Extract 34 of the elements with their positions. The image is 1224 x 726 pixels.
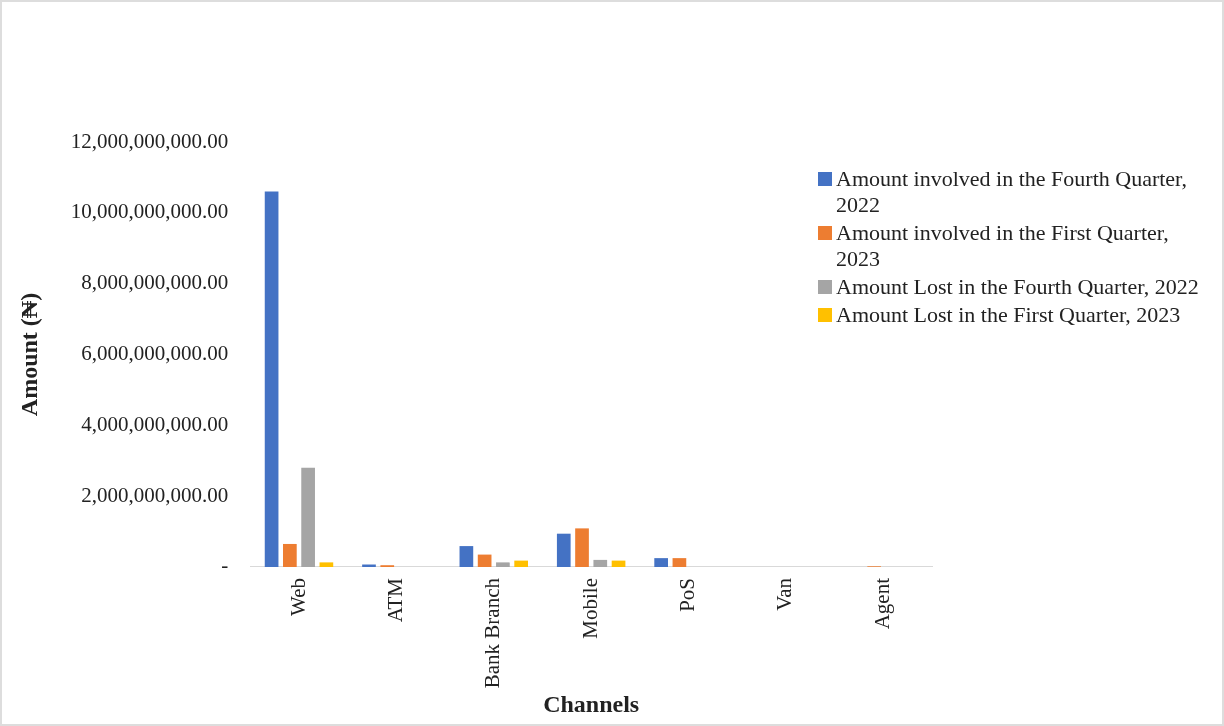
y-tick-label: -: [221, 553, 229, 578]
bar: [496, 562, 510, 567]
bar: [301, 467, 315, 567]
bar: [514, 560, 528, 567]
y-axis-title: Amount (₦): [15, 292, 42, 417]
bar: [283, 543, 297, 567]
legend-label: Amount Lost in the First Quarter, 2023: [836, 302, 1181, 328]
bar: [672, 558, 687, 567]
legend-label: Amount Lost in the Fourth Quarter, 2022: [836, 274, 1199, 300]
y-tick-label: 8,000,000,000.00: [81, 270, 229, 295]
y-tick-label: 6,000,000,000.00: [81, 341, 229, 366]
bar: [575, 528, 589, 567]
y-tick-label: 2,000,000,000.00: [81, 482, 229, 507]
x-axis-title: Channels: [543, 690, 640, 717]
x-tick-label: ATM: [382, 577, 407, 623]
x-tick-label: Bank Branch: [480, 577, 505, 689]
y-tick-label: 4,000,000,000.00: [81, 411, 229, 436]
bar: [319, 562, 334, 567]
y-tick-label: 12,000,000,000.00: [70, 128, 229, 153]
bar: [477, 554, 492, 567]
bar: [459, 546, 474, 567]
bar: [264, 191, 279, 567]
x-tick-label: Van: [772, 577, 797, 611]
bar: [556, 533, 571, 567]
x-tick-label: Agent: [869, 577, 894, 630]
y-tick-label: 10,000,000,000.00: [70, 199, 229, 224]
legend-label: Amount involved in the First Quarter, 2023: [836, 220, 1170, 272]
bar: [593, 559, 608, 567]
bar: [654, 558, 668, 567]
x-tick-label: Web: [285, 577, 310, 616]
x-tick-label: PoS: [675, 577, 700, 612]
x-tick-label: Mobile: [577, 577, 602, 639]
legend-label: Amount involved in the Fourth Quarter, 2022: [836, 166, 1189, 218]
bar: [611, 560, 626, 567]
